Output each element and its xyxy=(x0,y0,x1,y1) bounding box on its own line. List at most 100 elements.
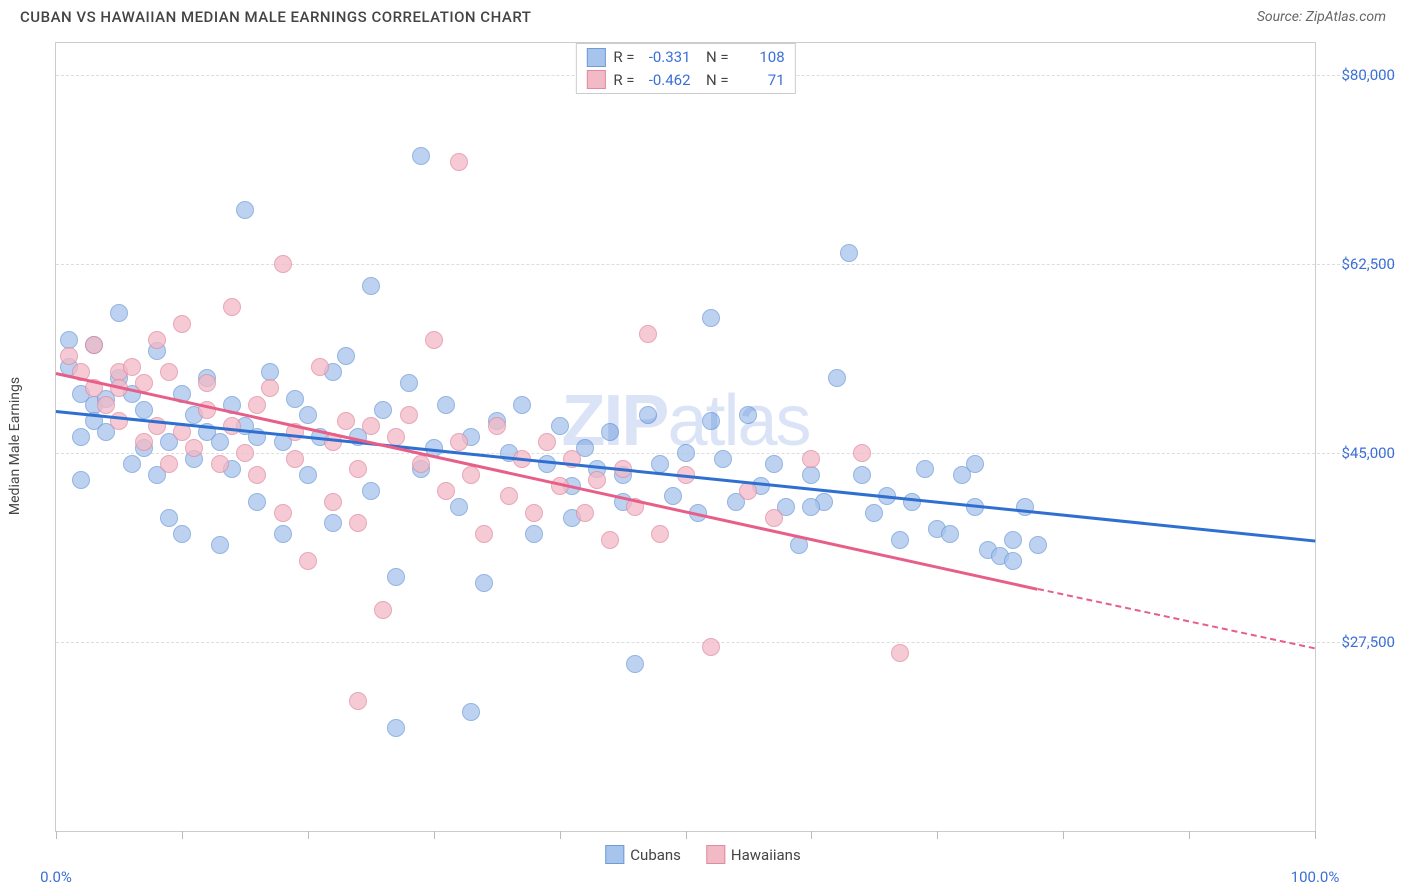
data-point xyxy=(211,536,229,554)
data-point xyxy=(601,423,619,441)
trendline xyxy=(56,410,1315,542)
data-point xyxy=(123,358,141,376)
data-point xyxy=(185,439,203,457)
data-point xyxy=(349,692,367,710)
data-point xyxy=(714,450,732,468)
data-point xyxy=(261,379,279,397)
data-point xyxy=(286,450,304,468)
data-point xyxy=(400,406,418,424)
y-tick-label: $27,500 xyxy=(1325,633,1395,651)
data-point xyxy=(236,201,254,219)
data-point xyxy=(387,568,405,586)
data-point xyxy=(60,347,78,365)
data-point xyxy=(802,450,820,468)
data-point xyxy=(450,498,468,516)
data-point xyxy=(286,390,304,408)
data-point xyxy=(274,255,292,273)
data-point xyxy=(223,298,241,316)
legend-swatch xyxy=(605,845,624,864)
data-point xyxy=(274,504,292,522)
data-point xyxy=(853,444,871,462)
data-point xyxy=(853,466,871,484)
data-point xyxy=(299,552,317,570)
data-point xyxy=(173,525,191,543)
data-point xyxy=(450,153,468,171)
data-point xyxy=(639,325,657,343)
data-point xyxy=(160,363,178,381)
data-point xyxy=(374,401,392,419)
data-point xyxy=(173,315,191,333)
data-point xyxy=(299,466,317,484)
data-point xyxy=(941,525,959,543)
data-point xyxy=(475,574,493,592)
data-point xyxy=(739,406,757,424)
data-point xyxy=(588,471,606,489)
stats-legend: R =-0.331 N =108R =-0.462 N =71 xyxy=(575,43,795,94)
data-point xyxy=(538,455,556,473)
data-point xyxy=(525,504,543,522)
data-point xyxy=(551,417,569,435)
data-point xyxy=(324,514,342,532)
x-tick xyxy=(308,831,309,839)
data-point xyxy=(400,374,418,392)
x-tick-label: 100.0% xyxy=(1291,868,1340,886)
data-point xyxy=(211,455,229,473)
data-point xyxy=(148,331,166,349)
data-point xyxy=(223,417,241,435)
data-point xyxy=(651,525,669,543)
data-point xyxy=(425,331,443,349)
data-point xyxy=(1004,531,1022,549)
x-tick xyxy=(1315,831,1316,839)
x-tick xyxy=(811,831,812,839)
data-point xyxy=(1029,536,1047,554)
data-point xyxy=(110,304,128,322)
data-point xyxy=(865,504,883,522)
data-point xyxy=(802,498,820,516)
data-point xyxy=(891,644,909,662)
data-point xyxy=(160,509,178,527)
legend-swatch xyxy=(586,48,605,67)
data-point xyxy=(198,374,216,392)
legend-swatch xyxy=(706,845,725,864)
x-tick xyxy=(434,831,435,839)
data-point xyxy=(135,401,153,419)
data-point xyxy=(362,277,380,295)
data-point xyxy=(160,455,178,473)
trendline xyxy=(1038,588,1315,649)
data-point xyxy=(349,460,367,478)
data-point xyxy=(765,509,783,527)
data-point xyxy=(248,493,266,511)
data-point xyxy=(1004,552,1022,570)
x-tick xyxy=(56,831,57,839)
data-point xyxy=(412,455,430,473)
chart-title: CUBAN VS HAWAIIAN MEDIAN MALE EARNINGS C… xyxy=(20,8,531,26)
data-point xyxy=(362,482,380,500)
data-point xyxy=(828,369,846,387)
data-point xyxy=(248,466,266,484)
y-tick-label: $45,000 xyxy=(1325,444,1395,462)
data-point xyxy=(72,428,90,446)
x-tick xyxy=(560,831,561,839)
legend-label: Hawaiians xyxy=(731,846,801,864)
y-tick-label: $80,000 xyxy=(1325,66,1395,84)
data-point xyxy=(639,406,657,424)
x-tick xyxy=(686,831,687,839)
data-point xyxy=(362,417,380,435)
data-point xyxy=(462,466,480,484)
data-point xyxy=(916,460,934,478)
x-tick xyxy=(1063,831,1064,839)
chart-plot-area: R =-0.331 N =108R =-0.462 N =71 ZIPatlas… xyxy=(55,42,1316,832)
y-axis-title: Median Male Earnings xyxy=(7,377,23,515)
legend-swatch xyxy=(586,70,605,89)
data-point xyxy=(576,504,594,522)
x-tick xyxy=(937,831,938,839)
legend-stat-row: R =-0.462 N =71 xyxy=(586,69,784,92)
data-point xyxy=(891,531,909,549)
gridline xyxy=(56,264,1395,265)
legend-label: Cubans xyxy=(630,846,681,864)
trendline xyxy=(56,372,1039,590)
data-point xyxy=(248,396,266,414)
data-point xyxy=(72,471,90,489)
data-point xyxy=(702,638,720,656)
data-point xyxy=(311,358,329,376)
